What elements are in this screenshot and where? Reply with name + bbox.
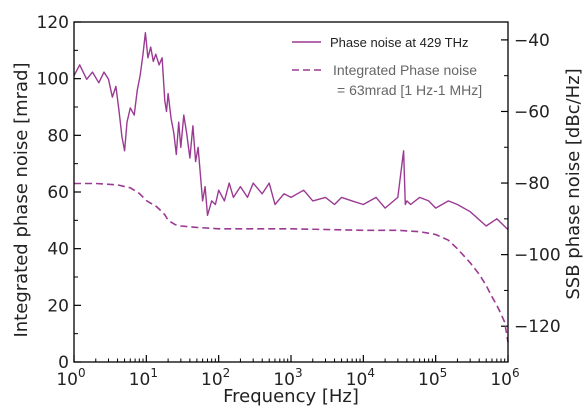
x-axis-label: Frequency [Hz] — [223, 386, 359, 407]
right-y-tick-label: −60 — [514, 102, 550, 122]
right-y-tick-label: −80 — [514, 174, 550, 194]
left-y-tick-label: 100 — [37, 70, 69, 90]
series-layer — [73, 32, 509, 343]
left-y-tick-label: 120 — [37, 13, 69, 33]
x-tick-label: 103 — [273, 366, 302, 390]
right-y-tick-label: −120 — [514, 317, 561, 337]
x-axis-ticks: 100 101 102 103 104 105 106 — [56, 355, 520, 390]
legend-entry-integrated-phase-noise: Integrated Phase noise = 63mrad [1 Hz-1 M… — [333, 62, 482, 98]
right-y-tick-label: −100 — [514, 246, 561, 266]
right-y-axis-ticks: −120 −100 −80 −60 −40 — [501, 31, 561, 363]
plot-frame — [73, 21, 509, 363]
left-y-tick-label: 60 — [47, 183, 69, 203]
right-y-tick-label: −40 — [514, 31, 550, 51]
left-y-axis-ticks: 0 20 40 60 80 100 120 — [37, 13, 81, 373]
legend: Phase noise at 429 THz Integrated Phase … — [292, 35, 482, 98]
left-y-tick-label: 40 — [47, 240, 69, 260]
x-tick-label: 104 — [346, 366, 375, 390]
legend-entry-phase-noise: Phase noise at 429 THz — [330, 35, 469, 50]
left-y-axis-label: Integrated phase noise [mrad] — [11, 62, 32, 337]
x-tick-label: 101 — [129, 366, 158, 390]
left-y-tick-label: 0 — [58, 353, 69, 373]
right-y-axis-label: SSB phase noise [dBc/Hz] — [563, 68, 584, 299]
x-tick-label: 105 — [418, 366, 447, 390]
x-tick-label: 106 — [490, 366, 519, 390]
integrated-phase-noise-line — [74, 182, 509, 343]
left-y-tick-label: 20 — [47, 296, 69, 316]
left-y-tick-label: 80 — [47, 126, 69, 146]
ssb-phase-noise-line — [73, 32, 509, 231]
